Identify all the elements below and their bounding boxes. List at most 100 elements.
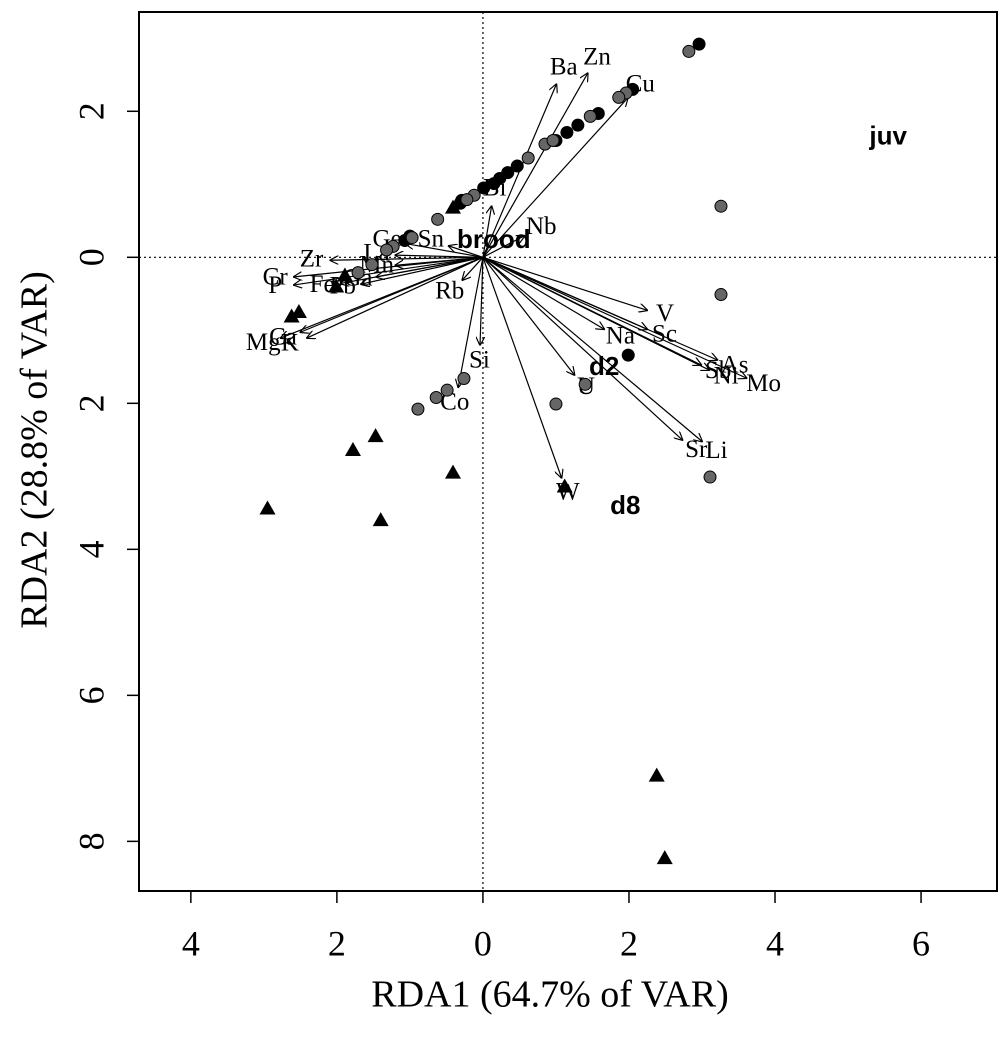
y-tick-label: 2 [71, 102, 111, 120]
loading-arrow [482, 256, 605, 329]
arrow-label: Ca [269, 323, 297, 350]
triangle-point [283, 308, 300, 323]
x-tick-label: 0 [474, 923, 492, 963]
loading-arrow [462, 256, 484, 280]
loading-arrow [458, 257, 484, 388]
triangle-point [656, 850, 673, 865]
y-tick-label: 4 [71, 540, 111, 558]
loading-arrow [482, 256, 718, 360]
loading-arrow [395, 256, 483, 265]
arrow-label: Rb [435, 277, 464, 304]
arrow-label: Mo [746, 370, 781, 397]
circle-point [703, 470, 717, 484]
loading-arrow [482, 257, 562, 478]
circle-point [510, 159, 524, 173]
triangle-point [372, 512, 389, 527]
y-tick-label: 0 [71, 248, 111, 266]
x-axis-label: RDA1 (64.7% of VAR) [371, 974, 729, 1016]
arrow-label: K [281, 330, 299, 357]
circle-point [365, 258, 379, 272]
y-axis-label: RDA2 (28.8% of VAR) [14, 271, 56, 629]
loading-arrow [482, 97, 628, 258]
circle-point [521, 151, 535, 165]
triangle-point [336, 267, 353, 282]
circle-point [612, 90, 626, 104]
triangle-point [648, 767, 665, 782]
arrow-label: Fe [310, 271, 335, 298]
loading-arrow [482, 205, 492, 258]
circle-point [682, 44, 696, 58]
loading-arrow [482, 256, 702, 365]
x-tick-label: 4 [766, 923, 784, 963]
circle-point [440, 383, 454, 397]
loading-arrow [448, 246, 484, 258]
arrow-label: Na [606, 322, 635, 349]
circle-point [351, 266, 365, 280]
centroid-label: d8 [610, 490, 640, 520]
triangle-point [444, 199, 461, 214]
centroid-label: brood [457, 224, 531, 254]
circle-point [621, 348, 635, 362]
circle-point [405, 231, 419, 245]
arrow-label: Li [705, 437, 727, 464]
circle-point [457, 371, 471, 385]
centroid-label: d2 [589, 351, 619, 381]
triangle-point [328, 278, 345, 293]
loading-arrow [482, 256, 703, 442]
arrow-label: Zn [583, 43, 611, 70]
loading-arrow [293, 256, 484, 285]
y-tick-label: 2 [71, 394, 111, 412]
arrow-label: Mg [246, 329, 281, 356]
circle-point [431, 212, 445, 226]
loading-arrow [480, 257, 483, 345]
triangle-point [344, 442, 361, 457]
loading-arrow [482, 256, 747, 378]
arrow-label: Ba [550, 54, 578, 81]
loading-arrow [482, 256, 575, 375]
circle-point [692, 37, 706, 51]
circle-point [429, 390, 443, 404]
loading-arrow [330, 257, 483, 260]
arrow-label: Sr [685, 436, 708, 463]
circle-point [546, 133, 560, 147]
loading-arrow [482, 256, 683, 440]
triangle-point [259, 500, 276, 515]
y-tick-label: 6 [71, 686, 111, 704]
arrow-label: Nb [526, 213, 557, 240]
circle-point [477, 181, 491, 195]
loading-arrow [376, 256, 484, 277]
loading-arrow [482, 256, 648, 310]
loading-arrow [306, 256, 484, 338]
triangle-point [367, 428, 384, 443]
arrow-label: Zr [300, 245, 324, 272]
loading-arrow [395, 255, 483, 257]
loading-arrow [482, 235, 525, 258]
circle-point [380, 243, 394, 257]
triangle-point [444, 464, 461, 479]
circle-point [583, 109, 597, 123]
x-tick-label: 4 [182, 923, 200, 963]
loading-arrow [482, 73, 588, 258]
arrow-label: P [268, 272, 282, 299]
arrow-label: Cr [263, 263, 289, 290]
x-tick-label: 6 [912, 923, 930, 963]
plot-frame [138, 11, 998, 892]
arrow-label: Ni [714, 362, 739, 389]
circle-point [578, 377, 592, 391]
circle-point [714, 288, 728, 302]
circle-point [411, 402, 425, 416]
x-tick-label: 2 [620, 923, 638, 963]
arrow-label: V [656, 300, 674, 327]
x-tick-label: 2 [328, 923, 346, 963]
circle-point [714, 199, 728, 213]
circle-point [560, 125, 574, 139]
circle-point [549, 397, 563, 411]
centroid-label: juv [868, 120, 907, 150]
arrow-label: Si [469, 346, 490, 373]
circle-point [571, 118, 585, 132]
circle-point [460, 193, 474, 207]
loading-arrow [300, 256, 484, 332]
triangle-point [556, 478, 573, 493]
